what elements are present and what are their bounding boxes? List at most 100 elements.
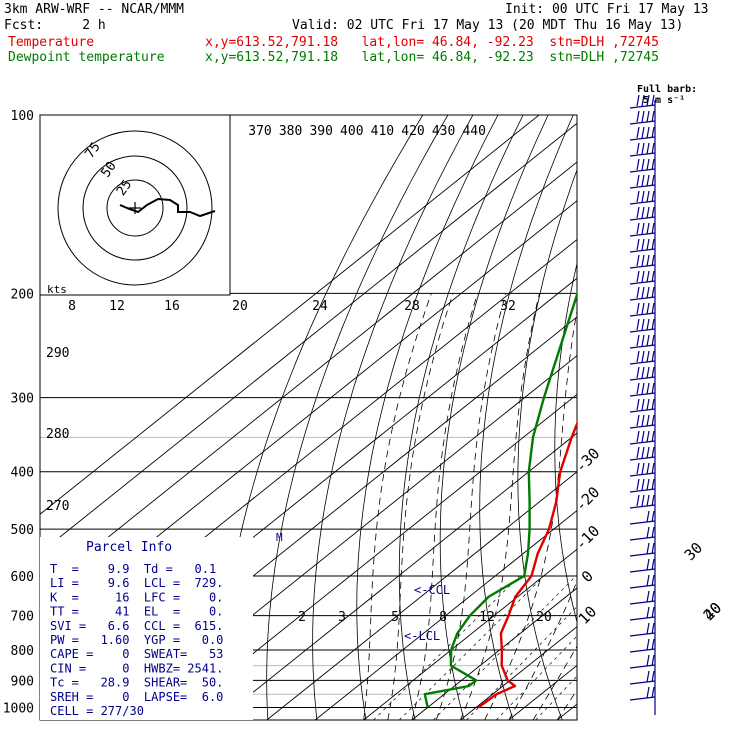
isotherm-line bbox=[40, 115, 540, 515]
forecast-hour: Fcst: 2 h bbox=[4, 18, 106, 33]
pressure-tick-label: 1000 bbox=[3, 701, 34, 716]
wind-barb-flag bbox=[646, 366, 650, 379]
dry-adiabat-line bbox=[691, 115, 740, 720]
wind-barb-flag bbox=[641, 238, 645, 251]
wind-barb-flag bbox=[641, 414, 645, 427]
wind-barb-flag bbox=[651, 686, 655, 699]
wind-barb-flag bbox=[651, 462, 655, 475]
wind-barb-staff bbox=[629, 104, 656, 109]
ccl-marker: <-CCL bbox=[414, 583, 450, 597]
wind-barb-flag bbox=[651, 158, 655, 171]
wind-barb-flag bbox=[646, 606, 650, 619]
mixing-ratio-lower-label: 3 bbox=[338, 610, 346, 625]
wind-barb-flag bbox=[636, 222, 640, 235]
wind-barb-flag bbox=[646, 638, 650, 651]
theta-label: 420 bbox=[401, 124, 424, 139]
isotherm-line bbox=[606, 115, 740, 720]
moist-adiabat-line bbox=[581, 293, 740, 720]
parcel-info-row: Tc = 28.9 SHEAR= 50. bbox=[50, 676, 223, 690]
wind-barb-flag bbox=[651, 238, 655, 251]
wind-barb-flag bbox=[651, 446, 655, 459]
pressure-tick-label: 300 bbox=[11, 392, 34, 407]
wind-barb-flag bbox=[651, 414, 655, 427]
pressure-tick-label: 700 bbox=[11, 610, 34, 625]
theta-left-label: 270 bbox=[46, 499, 69, 514]
wind-barb-flag bbox=[646, 574, 650, 587]
dry-adiabat-line bbox=[723, 115, 740, 720]
wind-barb-flag bbox=[646, 446, 650, 459]
mixing-ratio-line bbox=[433, 575, 577, 720]
wind-barb-staff bbox=[629, 408, 656, 413]
wind-barb-flag bbox=[641, 110, 645, 123]
moist-adiabat-line bbox=[484, 308, 577, 720]
wind-barb-flag bbox=[641, 158, 645, 171]
wind-barb-flag bbox=[651, 254, 655, 267]
isotherm-line bbox=[40, 161, 577, 593]
wind-barb-flag bbox=[646, 654, 650, 667]
wind-barb-flag bbox=[636, 286, 640, 299]
hodograph-center bbox=[129, 202, 141, 214]
isotherm-line bbox=[314, 509, 577, 720]
parcel-info-row: SREH = 0 LAPSE= 6.0 bbox=[50, 690, 223, 704]
wind-barb-flag bbox=[636, 190, 640, 203]
parcel-info-row: CELL = 277/30 bbox=[50, 704, 144, 718]
moist-adiabat-line bbox=[508, 579, 577, 720]
wind-barb-flag bbox=[646, 302, 650, 315]
wind-barb-flag bbox=[636, 254, 640, 267]
init-time: Init: 00 UTC Fri 17 May 13 bbox=[505, 2, 709, 17]
mixing-ratio-upper-label: 12 bbox=[109, 299, 125, 314]
pressure-tick-label: 600 bbox=[11, 570, 34, 585]
wind-barb-staff bbox=[629, 280, 656, 285]
wind-barb-flag bbox=[651, 494, 655, 507]
hodograph-ring-label: 75 bbox=[82, 140, 103, 161]
hodograph-ring bbox=[82, 155, 188, 261]
parcel-info-row: CAPE = 0 SWEAT= 53 bbox=[50, 647, 223, 661]
wind-barb-staff bbox=[629, 536, 656, 541]
wind-barb-flag bbox=[636, 334, 640, 347]
parcel-info-row: PW = 1.60 YGP = 0.0 bbox=[50, 633, 223, 647]
wind-barb-flag bbox=[641, 286, 645, 299]
dry-adiabat-line bbox=[479, 115, 574, 720]
wind-barb-flag bbox=[651, 638, 655, 651]
wind-barb-flag bbox=[636, 302, 640, 315]
wind-barb-staff bbox=[629, 264, 656, 269]
wind-barb-flag bbox=[646, 622, 650, 635]
wind-barb-flag bbox=[646, 206, 650, 219]
wind-barb-flag bbox=[646, 142, 650, 155]
dry-adiabat-line bbox=[625, 115, 709, 720]
moist-adiabat-line bbox=[387, 293, 454, 720]
dry-adiabat-line bbox=[356, 115, 499, 720]
wind-barb-flag bbox=[651, 142, 655, 155]
wind-barb-staff bbox=[629, 200, 656, 205]
wind-barb-flag bbox=[646, 590, 650, 603]
wind-barb-flag bbox=[651, 190, 655, 203]
wind-barb-flag bbox=[651, 558, 655, 571]
pressure-tick-label: 400 bbox=[11, 466, 34, 481]
isotherm-line bbox=[508, 664, 577, 720]
wind-barb-flag bbox=[641, 334, 645, 347]
pressure-tick-label: 800 bbox=[11, 644, 34, 659]
wind-barb-staff bbox=[629, 664, 656, 669]
hodograph-unit-label: kts bbox=[47, 283, 67, 296]
wind-barb-flag bbox=[641, 190, 645, 203]
wind-barb-flag bbox=[636, 318, 640, 331]
wind-barb-flag bbox=[651, 318, 655, 331]
wind-barb-flag bbox=[641, 222, 645, 235]
theta-label: 410 bbox=[371, 124, 394, 139]
wind-barb-staff bbox=[629, 232, 656, 237]
wind-barb-staff bbox=[629, 184, 656, 189]
dry-adiabat-line bbox=[591, 115, 661, 720]
lcl-marker: <-LCL bbox=[404, 629, 440, 643]
wind-barb-flag bbox=[636, 142, 640, 155]
pressure-tick-label: 100 bbox=[11, 109, 34, 124]
wind-barb-flag bbox=[641, 94, 645, 107]
wind-barb-flag bbox=[641, 254, 645, 267]
pressure-tick-label: 900 bbox=[11, 674, 34, 689]
wind-barbs bbox=[629, 94, 656, 715]
hodograph-ring bbox=[57, 130, 213, 286]
parcel-info-row: T = 9.9 Td = 0.1 bbox=[50, 562, 216, 576]
temperature-legend-label: Temperature bbox=[8, 35, 95, 50]
wind-barb-flag bbox=[651, 206, 655, 219]
mixing-ratio-upper-label: 20 bbox=[232, 299, 248, 314]
